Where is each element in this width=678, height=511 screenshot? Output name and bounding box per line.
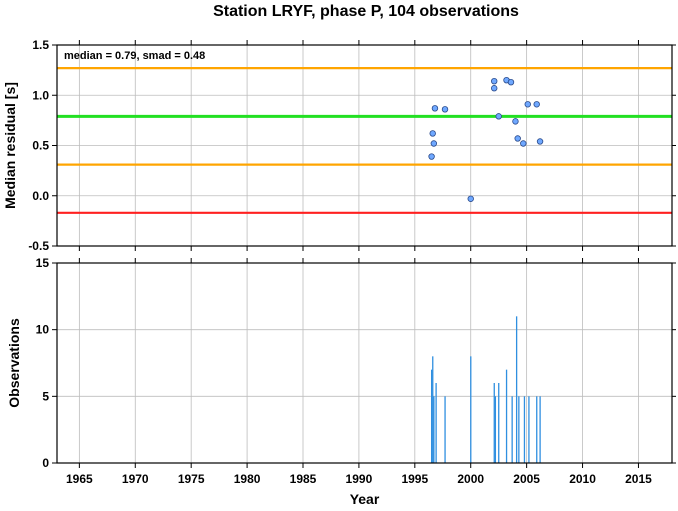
y-tick-label: 10 (36, 323, 50, 337)
residual-point (441, 106, 449, 113)
x-tick-label: 1965 (66, 472, 93, 486)
residual-points (428, 76, 544, 202)
observation-bar (505, 369, 508, 463)
residual-point (514, 135, 521, 142)
residual-point (431, 105, 439, 112)
y-tick-label: 0 (42, 456, 49, 470)
observation-bar (511, 396, 513, 463)
observation-bar (515, 316, 518, 463)
residual-grid (57, 44, 672, 247)
y-tick-label: 0.5 (32, 139, 49, 153)
residual-point (536, 138, 544, 145)
observation-bar (494, 396, 497, 463)
residual-point (428, 153, 435, 160)
observation-bar (433, 396, 435, 463)
x-tick-label: 2000 (457, 472, 484, 486)
residual-point (467, 195, 474, 202)
x-tick-label: 1985 (290, 472, 317, 486)
residual-point (533, 101, 540, 108)
median-smad-annotation: median = 0.79, smad = 0.48 (64, 50, 205, 62)
residual-y-axis-label: Median residual [s] (2, 82, 18, 209)
year-x-axis-label: Year (350, 491, 380, 507)
observation-bar (435, 383, 437, 463)
residual-point (430, 140, 438, 147)
observation-bar (470, 356, 472, 463)
observation-bar (523, 396, 526, 463)
observation-bar (432, 356, 434, 463)
observation-bar (536, 396, 538, 463)
y-tick-label: 15 (36, 256, 50, 270)
observations-grid (57, 262, 672, 464)
residual-panel: -0.5 0.0 0.5 1.0 1.5 median = 0.79, smad = 0… (2, 38, 676, 253)
y-tick-label: -0.5 (28, 239, 49, 253)
observation-bar (444, 396, 446, 463)
x-tick-label: 1975 (178, 472, 205, 486)
residual-point (495, 113, 502, 120)
residual-point (520, 140, 527, 147)
observations-ticks: 0 5 10 15 1965 1970 1975 1980 1985 1990 1995 2000 20… (36, 256, 676, 486)
y-tick-label: 0.0 (32, 189, 49, 203)
residual-point (524, 101, 531, 108)
x-tick-label: 2010 (569, 472, 596, 486)
x-tick-label: 1995 (401, 472, 428, 486)
observation-bar (430, 369, 433, 463)
observation-bars (430, 316, 541, 463)
residual-point (491, 77, 498, 85)
reference-lines (57, 67, 672, 214)
chart-title: Station LRYF, phase P, 104 observations (213, 3, 519, 20)
observation-bar (518, 396, 520, 463)
residual-point (512, 118, 519, 125)
x-tick-label: 1990 (346, 472, 373, 486)
observation-bar (493, 383, 495, 463)
observation-bar (498, 383, 500, 463)
residual-y-ticks: -0.5 0.0 0.5 1.0 1.5 (28, 38, 676, 253)
x-tick-label: 1970 (122, 472, 149, 486)
observations-y-axis-label: Observations (6, 318, 22, 408)
observations-panel: 0 5 10 15 1965 1970 1975 1980 1985 1990 1995 2000 20… (6, 256, 676, 507)
y-tick-label: 1.5 (32, 38, 49, 52)
y-tick-label: 1.0 (32, 88, 49, 102)
residual-point (491, 85, 498, 92)
residual-point (429, 130, 436, 137)
x-tick-label: 2015 (625, 472, 652, 486)
observation-bar (528, 396, 530, 463)
x-tick-label: 2005 (513, 472, 540, 486)
observation-bar (539, 396, 541, 463)
residual-point (507, 78, 515, 86)
x-tick-label: 1980 (234, 472, 261, 486)
y-tick-label: 5 (42, 389, 49, 403)
observations-plot-frame (56, 262, 673, 464)
